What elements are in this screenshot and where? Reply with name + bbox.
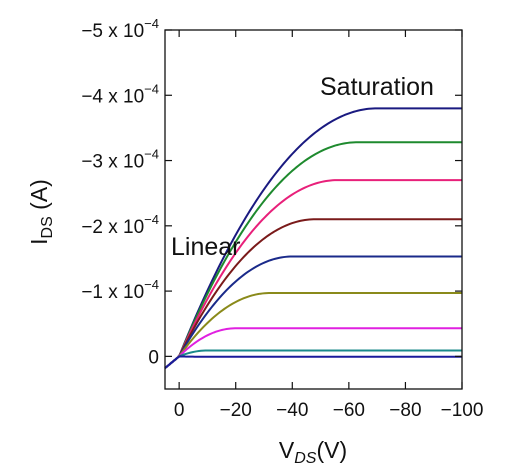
annotation-linear: Linear — [171, 233, 241, 261]
plot-frame — [164, 29, 463, 390]
y-tick-label: −5 x 10−4 — [81, 16, 159, 42]
curve-1 — [164, 107, 462, 369]
x-tick-label: −80 — [389, 400, 421, 421]
y-tick-label: 0 — [148, 347, 159, 368]
y-tick-label: −1 x 10−4 — [81, 277, 159, 303]
y-tick-exponent: −4 — [144, 212, 159, 227]
x-axis-title: VDS(V) — [279, 437, 347, 467]
y-axis-title: IDS (A) — [26, 179, 56, 245]
curve-2 — [164, 141, 462, 369]
curve-7 — [164, 327, 462, 369]
x-tick-label: −20 — [220, 400, 252, 421]
y-tick-exponent: −4 — [144, 16, 159, 31]
y-tick-exponent: −4 — [144, 147, 159, 162]
x-tick-label: −100 — [441, 400, 484, 421]
curve-3 — [164, 179, 462, 369]
curve-8 — [164, 349, 462, 369]
x-axis-ticks: 0 −20 −40 −60 −80 −100 — [174, 30, 484, 421]
curve-9 — [164, 355, 462, 369]
x-tick-label: −60 — [333, 400, 365, 421]
curves-layer — [164, 107, 462, 369]
y-tick-exponent: −4 — [144, 81, 159, 96]
curve-5 — [164, 255, 462, 369]
y-tick-label: −2 x 10−4 — [81, 212, 159, 238]
curve-4 — [164, 218, 462, 369]
curve-6 — [164, 292, 462, 369]
y-tick-label: −3 x 10−4 — [81, 147, 159, 173]
annotation-saturation: Saturation — [320, 73, 434, 101]
annotations-layer: Saturation Linear — [171, 73, 434, 261]
x-tick-label: 0 — [174, 400, 185, 421]
x-tick-label: −40 — [276, 400, 308, 421]
axis-titles-layer: VDS(V) IDS (A) — [26, 179, 347, 467]
y-tick-exponent: −4 — [144, 277, 159, 292]
y-tick-label: −4 x 10−4 — [81, 81, 159, 107]
